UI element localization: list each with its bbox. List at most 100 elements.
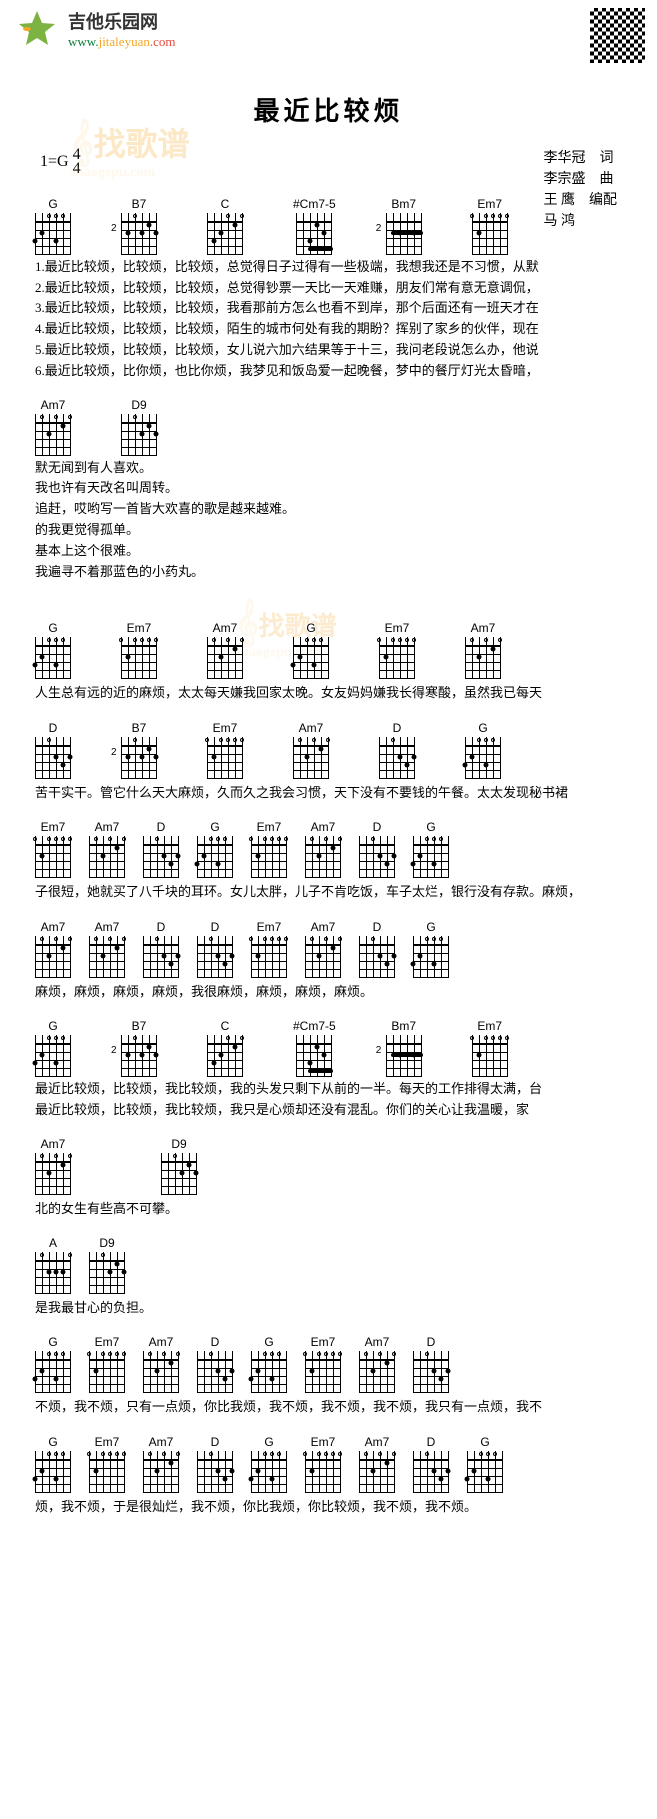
chord-D: D bbox=[379, 721, 415, 779]
chord-Am7: Am7 bbox=[305, 820, 341, 878]
chord-G: G bbox=[413, 820, 449, 878]
lyrics: 子很短，她就买了八千块的耳环。女儿太胖，儿子不肯吃饭，车子太烂，银行没有存款。麻… bbox=[35, 880, 622, 903]
chord-D9: D9 bbox=[121, 398, 157, 456]
chord-Am7: Am7 bbox=[143, 1435, 179, 1493]
chord-D: D bbox=[143, 820, 179, 878]
header: 吉他乐园网 www.jitaleyuan.com bbox=[0, 0, 657, 71]
lyrics: 最近比较烦，比较烦，我比较烦，我的头发只剩下从前的一半。每天的工作排得太满，台最… bbox=[35, 1079, 622, 1121]
chord-G: G bbox=[467, 1435, 503, 1493]
chord-D: D bbox=[35, 721, 71, 779]
chord-row: G B72 C #Cm7-5 Bm72 Em7 bbox=[35, 1019, 622, 1077]
chord-C: C bbox=[207, 197, 243, 255]
chord-Am7: Am7 bbox=[35, 1137, 71, 1195]
lyrics: 默无闻到有人喜欢。我也许有天改名叫周转。追赶，哎哟写一首皆大欢喜的歌是越来越难。… bbox=[35, 458, 622, 583]
chord-Em7: Em7 bbox=[207, 721, 243, 779]
chord-Em7: Em7 bbox=[121, 621, 157, 679]
chord-D9: D9 bbox=[161, 1137, 197, 1195]
section-5: Am7Am7DDEm7Am7DG麻烦，麻烦，麻烦，麻烦，我很麻烦，麻烦，麻烦，麻… bbox=[0, 920, 657, 1003]
section-3: DB72Em7Am7DG苦干实干。管它什么天大麻烦，久而久之我会习惯，天下没有不… bbox=[0, 721, 657, 804]
chord-C: C bbox=[207, 1019, 243, 1077]
chord-row: GEm7Am7DGEm7Am7DG bbox=[35, 1435, 622, 1493]
chord-D: D bbox=[197, 1435, 233, 1493]
credits: 李华冠 词李宗盛 曲王 鹰 编配马 鸿 bbox=[544, 148, 618, 232]
chord-G: G bbox=[35, 197, 71, 255]
chord-Em7: Em7 bbox=[251, 920, 287, 978]
chord-Em7: Em7 bbox=[251, 820, 287, 878]
lyrics: 北的女生有些高不可攀。 bbox=[35, 1197, 622, 1220]
chord-Cm75: #Cm7-5 bbox=[293, 197, 336, 255]
section-10: GEm7Am7DGEm7Am7DG烦，我不烦，于是很灿烂，我不烦，你比我烦，你比… bbox=[0, 1435, 657, 1518]
chord-row: A D9 bbox=[35, 1236, 622, 1294]
chord-Em7: Em7 bbox=[89, 1435, 125, 1493]
lyrics: 烦，我不烦，于是很灿烂，我不烦，你比我烦，你比较烦，我不烦，我不烦。 bbox=[35, 1495, 622, 1518]
logo-area: 吉他乐园网 www.jitaleyuan.com bbox=[12, 8, 175, 50]
chord-D: D bbox=[413, 1335, 449, 1393]
chord-Em7: Em7 bbox=[305, 1335, 341, 1393]
site-name: 吉他乐园网 bbox=[68, 8, 175, 34]
chord-G: G bbox=[465, 721, 501, 779]
chord-row: G B72 C #Cm7-5 Bm72 Em7 bbox=[35, 197, 622, 255]
chord-D: D bbox=[197, 920, 233, 978]
chord-G: G bbox=[35, 1019, 71, 1077]
chord-Bm7: Bm72 bbox=[386, 1019, 422, 1077]
chord-B7: B72 bbox=[121, 1019, 157, 1077]
song-title: 最近比较烦 bbox=[0, 91, 657, 128]
chord-Am7: Am7 bbox=[293, 721, 329, 779]
key-signature: 1=G 44 bbox=[40, 148, 617, 177]
chord-Am7: Am7 bbox=[305, 920, 341, 978]
star-logo-icon bbox=[12, 9, 62, 49]
chord-row: GEm7Am7DGEm7Am7D bbox=[35, 1335, 622, 1393]
chord-G: G bbox=[251, 1435, 287, 1493]
section-8: A D9是我最甘心的负担。 bbox=[0, 1236, 657, 1319]
section-1: Am7 D9默无闻到有人喜欢。我也许有天改名叫周转。追赶，哎哟写一首皆大欢喜的歌是… bbox=[0, 398, 657, 583]
chord-G: G bbox=[35, 621, 71, 679]
chord-Am7: Am7 bbox=[359, 1435, 395, 1493]
chord-Em7: Em7 bbox=[35, 820, 71, 878]
section-7: Am7 D9北的女生有些高不可攀。 bbox=[0, 1137, 657, 1220]
chord-G: G bbox=[197, 820, 233, 878]
chord-Am7: Am7 bbox=[359, 1335, 395, 1393]
chord-row: Am7 D9 bbox=[35, 398, 622, 456]
chord-row: Em7Am7DGEm7Am7DG bbox=[35, 820, 622, 878]
chord-Em7: Em7 bbox=[472, 197, 508, 255]
chord-row: Am7 D9 bbox=[35, 1137, 622, 1195]
chord-B7: B72 bbox=[121, 721, 157, 779]
site-url: www.jitaleyuan.com bbox=[68, 34, 175, 50]
chord-Am7: Am7 bbox=[35, 920, 71, 978]
lyrics: 麻烦，麻烦，麻烦，麻烦，我很麻烦，麻烦，麻烦，麻烦。 bbox=[35, 980, 622, 1003]
chord-Em7: Em7 bbox=[472, 1019, 508, 1077]
section-4: Em7Am7DGEm7Am7DG子很短，她就买了八千块的耳环。女儿太胖，儿子不肯… bbox=[0, 820, 657, 903]
chord-D: D bbox=[413, 1435, 449, 1493]
chord-Bm7: Bm72 bbox=[386, 197, 422, 255]
chord-D: D bbox=[197, 1335, 233, 1393]
chord-G: G bbox=[413, 920, 449, 978]
chord-Cm75: #Cm7-5 bbox=[293, 1019, 336, 1077]
lyrics: 是我最甘心的负担。 bbox=[35, 1296, 622, 1319]
chord-D: D bbox=[359, 920, 395, 978]
lyrics: 人生总有远的近的麻烦，太太每天嫌我回家太晚。女友妈妈嫌我长得寒酸，虽然我已每天 bbox=[35, 681, 622, 704]
chord-Em7: Em7 bbox=[305, 1435, 341, 1493]
lyrics: 不烦，我不烦，只有一点烦，你比我烦，我不烦，我不烦，我不烦，我只有一点烦，我不 bbox=[35, 1395, 622, 1418]
chord-Am7: Am7 bbox=[35, 398, 71, 456]
chord-row: Am7Am7DDEm7Am7DG bbox=[35, 920, 622, 978]
section-2: 𝄞找歌谱zhaogepu.comGEm7Am7GEm7Am7人生总有远的近的麻烦… bbox=[0, 598, 657, 704]
chord-D9: D9 bbox=[89, 1236, 125, 1294]
chord-B7: B72 bbox=[121, 197, 157, 255]
chord-row: DB72Em7Am7DG bbox=[35, 721, 622, 779]
chord-G: G bbox=[35, 1435, 71, 1493]
chord-D: D bbox=[359, 820, 395, 878]
lyrics: 苦干实干。管它什么天大麻烦，久而久之我会习惯，天下没有不要钱的午餐。太太发现秘书… bbox=[35, 781, 622, 804]
section-6: G B72 C #Cm7-5 Bm72 Em7最近比较烦，比较烦，我比较烦，我的头发只剩下… bbox=[0, 1019, 657, 1121]
section-9: GEm7Am7DGEm7Am7D不烦，我不烦，只有一点烦，你比我烦，我不烦，我不… bbox=[0, 1335, 657, 1418]
meta-section: 𝄞找歌谱 zhaogepu.com 1=G 44 李华冠 词李宗盛 曲王 鹰 编… bbox=[0, 148, 657, 177]
chord-Am7: Am7 bbox=[89, 920, 125, 978]
chord-D: D bbox=[143, 920, 179, 978]
chord-A: A bbox=[35, 1236, 71, 1294]
lyrics: 1.最近比较烦，比较烦，比较烦，总觉得日子过得有一些极端，我想我还是不习惯，从默… bbox=[35, 257, 622, 382]
chord-Am7: Am7 bbox=[143, 1335, 179, 1393]
chord-Am7: Am7 bbox=[89, 820, 125, 878]
chord-Em7: Em7 bbox=[89, 1335, 125, 1393]
chord-G: G bbox=[35, 1335, 71, 1393]
qr-code-icon bbox=[590, 8, 645, 63]
chord-G: G bbox=[251, 1335, 287, 1393]
